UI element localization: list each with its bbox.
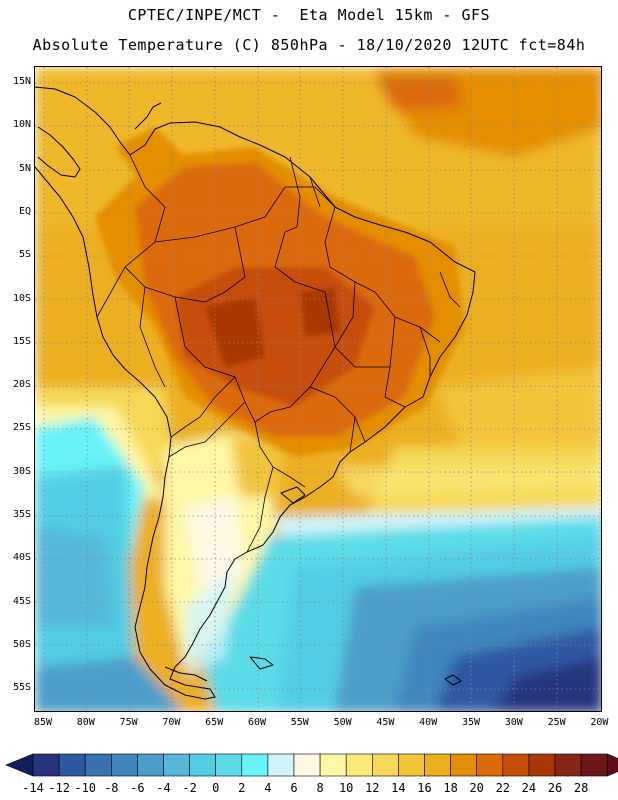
colorbar-tick-label: -10 xyxy=(74,781,97,795)
chart-title: CPTEC/INPE/MCT - Eta Model 15km - GFS xyxy=(127,6,491,24)
lat-label: 40S xyxy=(12,552,31,564)
coastlines xyxy=(35,86,476,700)
colorbar-tick-label: -2 xyxy=(182,781,197,795)
colorbar-tick-label: 6 xyxy=(290,781,298,795)
lon-label: 20W xyxy=(590,717,609,728)
colorbar-box xyxy=(319,753,347,777)
lat-label: 10S xyxy=(12,292,31,304)
colorbar-tick-label: 8 xyxy=(316,781,324,795)
colorbar-box xyxy=(137,753,164,777)
colorbar-tick-label: -6 xyxy=(130,781,145,795)
map-canvas xyxy=(35,67,601,711)
lat-label: 45S xyxy=(12,595,31,607)
colorbar-box xyxy=(450,753,478,777)
colorbar-box xyxy=(163,753,190,777)
colorbar-box xyxy=(84,753,112,777)
colorbar-box xyxy=(111,753,138,777)
colorbar-box xyxy=(293,753,321,777)
lon-label: 55W xyxy=(290,717,309,728)
lon-label: 45W xyxy=(376,717,395,728)
temperature-field xyxy=(35,67,601,711)
colorbar-tick-label: 4 xyxy=(264,781,272,795)
colorbar-box xyxy=(371,753,399,777)
colorbar-tick-label: -12 xyxy=(48,781,70,795)
lon-label: 50W xyxy=(333,717,352,728)
colorbar-box xyxy=(241,753,269,777)
colorbar-tick-label: 20 xyxy=(469,781,484,795)
colorbar xyxy=(5,753,618,777)
colorbar-over-triangle xyxy=(606,753,618,777)
lon-label: 65W xyxy=(205,717,224,728)
colorbar-box xyxy=(32,753,60,777)
temperature-map xyxy=(34,66,602,712)
lat-label: 50S xyxy=(12,638,31,650)
colorbar-box xyxy=(528,753,556,777)
lat-label: EQ xyxy=(18,205,31,217)
chart-subtitle: Absolute Temperature (C) 850hPa - 18/10/… xyxy=(32,36,586,54)
colorbar-tick-label: -4 xyxy=(156,781,171,795)
colorbar-box xyxy=(267,753,295,777)
colorbar-box xyxy=(424,753,451,777)
colorbar-box xyxy=(502,753,530,777)
lat-label: 25S xyxy=(12,422,31,434)
colorbar-box xyxy=(476,753,504,777)
lat-label: 5N xyxy=(18,162,31,174)
lat-label: 20S xyxy=(12,379,31,391)
graticule xyxy=(35,67,601,711)
colorbar-box xyxy=(215,753,243,777)
colorbar-tick-label: 0 xyxy=(212,781,220,795)
colorbar-box xyxy=(398,753,425,777)
colorbar-under-triangle xyxy=(5,753,34,777)
lat-label: 35S xyxy=(12,509,31,520)
lat-label: 55S xyxy=(12,682,31,694)
lat-label: 10N xyxy=(12,119,31,131)
lon-label: 85W xyxy=(33,717,53,728)
lon-label: 40W xyxy=(419,717,438,728)
colorbar-tick-label: 2 xyxy=(238,781,246,795)
colorbar-tick-label: 14 xyxy=(391,781,406,795)
lon-label: 75W xyxy=(119,717,138,728)
lon-label: 60W xyxy=(247,717,267,728)
colorbar-tick-label: -14 xyxy=(22,781,44,795)
lat-label: 15N xyxy=(12,76,31,87)
colorbar-tick-label: 18 xyxy=(443,781,458,795)
country-borders xyxy=(96,154,461,553)
lon-label: 80W xyxy=(76,717,95,728)
lat-label: 5S xyxy=(18,249,31,261)
lon-label: 70W xyxy=(162,717,181,728)
colorbar-tick-label: -8 xyxy=(104,781,119,795)
colorbar-tick-label: 16 xyxy=(417,781,432,795)
lat-label: 30S xyxy=(12,465,31,477)
colorbar-tick-label: 28 xyxy=(573,781,589,795)
lon-label: 35W xyxy=(461,717,481,728)
colorbar-box xyxy=(345,753,373,777)
colorbar-tick-label: 24 xyxy=(521,781,537,795)
colorbar-tick-label: 12 xyxy=(365,781,380,795)
lon-label: 30W xyxy=(504,717,523,728)
colorbar-box xyxy=(58,753,86,777)
colorbar-box xyxy=(554,753,582,777)
colorbar-box xyxy=(580,753,608,777)
colorbar-tick-label: 26 xyxy=(547,781,563,795)
colorbar-tick-label: 10 xyxy=(338,781,354,795)
colorbar-box xyxy=(189,753,217,777)
lat-label: 15S xyxy=(12,335,31,347)
colorbar-tick-label: 22 xyxy=(495,781,511,795)
lon-label: 25W xyxy=(547,717,566,728)
